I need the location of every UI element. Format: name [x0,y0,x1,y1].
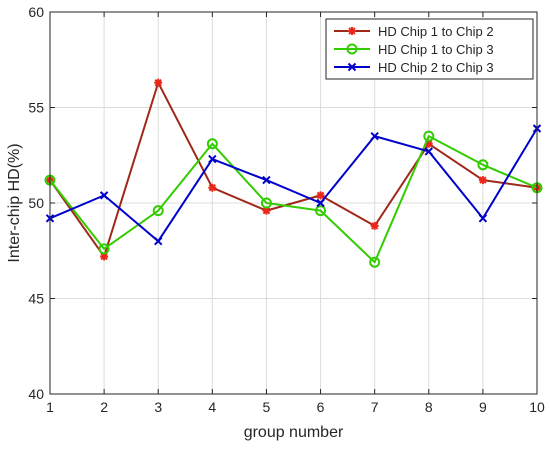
y-tick-label: 60 [28,4,44,20]
series-2-point [423,130,435,142]
legend: HD Chip 1 to Chip 2 HD Chip 1 to Chip 3 HD… [325,18,534,80]
x-tick-label: 8 [425,399,433,415]
x-tick-label: 3 [154,399,162,415]
legend-swatch-marker [347,62,357,72]
series-3-point [424,147,433,156]
series-1-point [208,183,217,192]
series-2-point [206,138,218,150]
series-3-point [370,131,379,141]
series-1-point [262,206,271,215]
series-3-point [154,236,163,246]
y-tick-label: 55 [28,100,44,116]
series-1-line [49,81,538,258]
series-3-point [99,191,109,200]
series-1-point [154,78,163,87]
legend-swatch-marker [346,43,358,55]
series-2-point [369,256,381,268]
x-tick-label: 4 [208,399,216,415]
y-axis-label: Inter-chip HD(%) [6,143,23,262]
series-3-point [262,175,271,185]
y-tick-label: 50 [28,195,44,211]
x-tick-label: 5 [263,399,271,415]
x-tick-label: 7 [371,399,379,415]
series-2-point [152,205,164,217]
series-2-point [477,159,489,171]
legend-swatch-marker [348,27,356,35]
series-2-point [315,205,327,217]
series-1-point [100,252,109,261]
x-tick-label: 10 [529,399,545,415]
x-tick-label: 9 [479,399,487,415]
legend-label: HD Chip 2 to Chip 3 [378,60,494,75]
series-3-point [478,214,488,223]
x-axis-label: group number [244,424,344,441]
series-2-point [98,243,110,255]
x-tick-label: 6 [317,399,325,415]
y-tick-label: 45 [28,291,44,307]
series-1-point [316,191,325,200]
series-1-point [478,176,487,185]
series-1-point [424,139,433,148]
legend-label: HD Chip 1 to Chip 3 [378,42,494,57]
series-2-line [49,135,538,264]
series-3-point [316,198,325,208]
series-1-point [370,221,379,230]
y-tick-label: 40 [28,386,44,402]
x-tick-label: 1 [46,399,54,415]
legend-label: HD Chip 1 to Chip 2 [378,24,494,39]
x-tick-label: 2 [100,399,108,415]
series-3-point [208,154,217,164]
series-3-line [49,127,538,243]
series-2-point [260,197,272,209]
